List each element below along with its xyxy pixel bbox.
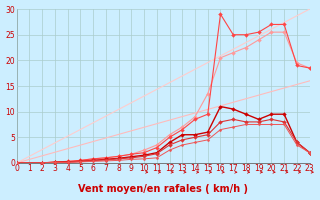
X-axis label: Vent moyen/en rafales ( km/h ): Vent moyen/en rafales ( km/h ) [78, 184, 248, 194]
